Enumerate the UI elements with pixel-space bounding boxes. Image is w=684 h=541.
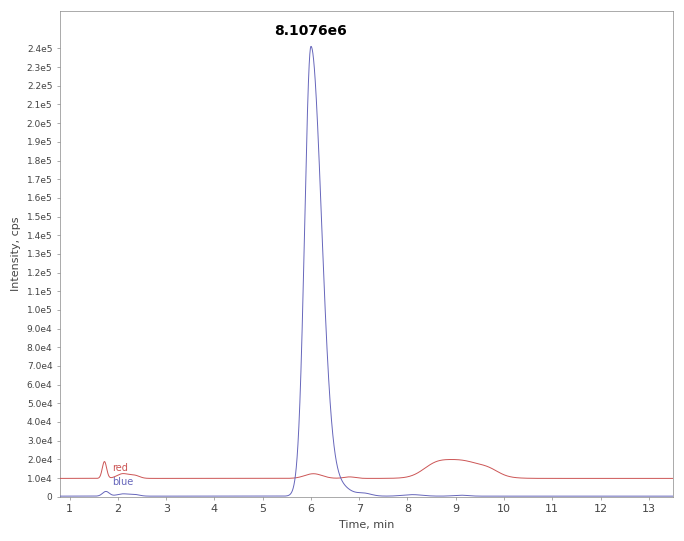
Text: blue: blue	[112, 477, 133, 487]
Y-axis label: Intensity, cps: Intensity, cps	[11, 216, 21, 291]
Text: 8.1076e6: 8.1076e6	[274, 24, 347, 38]
X-axis label: Time, min: Time, min	[339, 520, 394, 530]
Text: red: red	[112, 463, 128, 472]
